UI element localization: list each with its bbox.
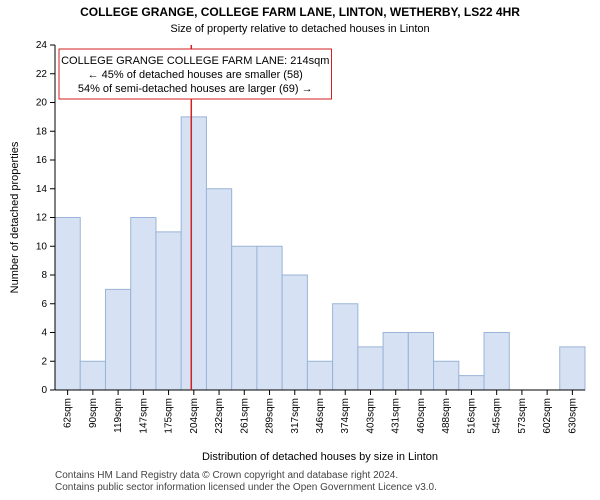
svg-text:573sqm: 573sqm: [517, 398, 528, 434]
svg-text:175sqm: 175sqm: [164, 398, 175, 434]
attribution-line: Contains HM Land Registry data © Crown c…: [55, 470, 398, 481]
svg-text:431sqm: 431sqm: [391, 398, 402, 434]
svg-text:545sqm: 545sqm: [492, 398, 503, 434]
histogram-bar: [105, 289, 130, 390]
svg-text:204sqm: 204sqm: [189, 398, 200, 434]
histogram-bar: [333, 304, 358, 390]
svg-text:403sqm: 403sqm: [365, 398, 376, 434]
histogram-bar: [257, 246, 282, 390]
svg-text:12: 12: [36, 213, 48, 224]
histogram-bar: [459, 376, 484, 390]
property-size-histogram: COLLEGE GRANGE, COLLEGE FARM LANE, LINTO…: [0, 0, 600, 500]
svg-text:488sqm: 488sqm: [441, 398, 452, 434]
histogram-bar: [206, 189, 231, 390]
svg-text:630sqm: 630sqm: [567, 398, 578, 434]
svg-text:14: 14: [36, 184, 48, 195]
chart-title: COLLEGE GRANGE, COLLEGE FARM LANE, LINTO…: [80, 5, 520, 19]
svg-text:289sqm: 289sqm: [265, 398, 276, 434]
attribution-line: Contains public sector information licen…: [55, 482, 437, 493]
svg-text:18: 18: [36, 126, 48, 137]
svg-text:516sqm: 516sqm: [466, 398, 477, 434]
histogram-bar: [408, 333, 433, 391]
svg-text:4: 4: [41, 328, 47, 339]
svg-text:24: 24: [36, 40, 48, 51]
histogram-bar: [232, 246, 257, 390]
chart-svg: COLLEGE GRANGE, COLLEGE FARM LANE, LINTO…: [0, 0, 600, 500]
svg-text:16: 16: [36, 155, 48, 166]
histogram-bar: [131, 218, 156, 391]
svg-text:317sqm: 317sqm: [290, 398, 301, 434]
histogram-bar: [484, 333, 509, 391]
svg-text:119sqm: 119sqm: [113, 398, 124, 433]
svg-text:90sqm: 90sqm: [88, 398, 99, 428]
histogram-bar: [282, 275, 307, 390]
svg-text:232sqm: 232sqm: [214, 398, 225, 434]
svg-text:374sqm: 374sqm: [340, 398, 351, 434]
svg-text:602sqm: 602sqm: [542, 398, 553, 434]
svg-text:460sqm: 460sqm: [416, 398, 427, 434]
histogram-bar: [156, 232, 181, 390]
histogram-bar: [307, 361, 332, 390]
svg-text:10: 10: [36, 241, 48, 252]
svg-text:6: 6: [41, 299, 47, 310]
svg-text:2: 2: [41, 356, 47, 367]
chart-subtitle: Size of property relative to detached ho…: [170, 23, 429, 35]
svg-text:0: 0: [41, 385, 47, 396]
histogram-bar: [358, 347, 383, 390]
svg-text:346sqm: 346sqm: [315, 398, 326, 434]
annotation-line: ← 45% of detached houses are smaller (58…: [88, 69, 303, 81]
annotation-line: 54% of semi-detached houses are larger (…: [78, 83, 313, 95]
svg-text:8: 8: [41, 270, 47, 281]
svg-text:20: 20: [36, 98, 48, 109]
svg-text:147sqm: 147sqm: [138, 398, 149, 434]
histogram-bar: [434, 361, 459, 390]
histogram-bar: [80, 361, 105, 390]
svg-text:62sqm: 62sqm: [63, 398, 74, 428]
svg-text:22: 22: [36, 69, 48, 80]
annotation-line: COLLEGE GRANGE COLLEGE FARM LANE: 214sqm: [61, 55, 329, 67]
y-axis-label: Number of detached properties: [9, 141, 21, 293]
histogram-bar: [55, 218, 80, 391]
histogram-bar: [383, 333, 408, 391]
x-axis-label: Distribution of detached houses by size …: [202, 451, 438, 463]
svg-text:261sqm: 261sqm: [239, 398, 250, 434]
histogram-bar: [560, 347, 585, 390]
histogram-bar: [181, 117, 206, 390]
